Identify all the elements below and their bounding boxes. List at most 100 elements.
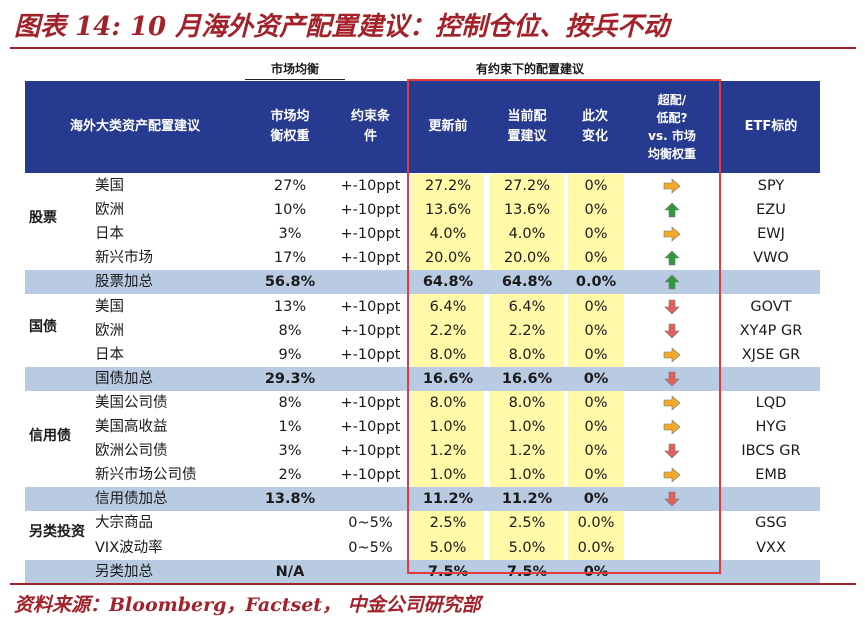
row-asset-name: 欧洲 bbox=[95, 322, 124, 339]
subtotal-row: 股票加总 56.8% 64.8% 64.8% 0.0% bbox=[25, 270, 820, 295]
row-weight: 8% bbox=[278, 394, 302, 411]
row-etf bbox=[722, 367, 820, 391]
row-asset-name: 美国 bbox=[95, 298, 124, 315]
row-current: 2.5% bbox=[508, 515, 546, 532]
header-constraint: 约束条 件 bbox=[350, 109, 390, 144]
arrow-right-icon bbox=[663, 395, 681, 411]
row-asset-name: 股票加总 bbox=[95, 274, 153, 291]
subtotal-row: 国债加总 29.3% 16.6% 16.6% 0% bbox=[25, 366, 820, 391]
row-weight bbox=[250, 536, 330, 560]
table-row: 大宗商品 0~5% 2.5% 2.5% 0.0% GSG bbox=[25, 511, 820, 535]
row-before: 1.2% bbox=[429, 443, 467, 460]
row-before: 1.0% bbox=[429, 419, 467, 435]
row-constraint: +-10ppt bbox=[340, 394, 401, 411]
row-change: 0% bbox=[584, 394, 608, 411]
row-etf: VXX bbox=[756, 539, 786, 556]
row-change: 0% bbox=[583, 491, 609, 508]
row-constraint: +-10ppt bbox=[340, 467, 401, 484]
row-asset-name: 美国高收益 bbox=[95, 419, 168, 435]
row-constraint: +-10ppt bbox=[340, 250, 401, 267]
row-change: 0% bbox=[583, 563, 609, 580]
row-etf: VWO bbox=[753, 250, 789, 267]
table-row: 日本 9% +-10ppt 8.0% 8.0% 0% XJSE GR bbox=[25, 343, 820, 367]
row-asset-name: 日本 bbox=[95, 346, 124, 363]
header-signal: 超配/ 低配? vs. 市场 均衡权重 bbox=[647, 93, 696, 161]
row-change: 0% bbox=[583, 370, 609, 387]
row-weight bbox=[250, 511, 330, 535]
arrow-right-icon bbox=[663, 178, 681, 194]
row-before: 7.5% bbox=[427, 563, 469, 580]
figure-title: 图表 14: 10 月海外资产配置建议：控制仓位、按兵不动 bbox=[14, 12, 670, 42]
row-weight: 56.8% bbox=[264, 274, 316, 291]
row-constraint: +-10ppt bbox=[340, 202, 401, 219]
row-change: 0% bbox=[584, 346, 608, 363]
category-govt: 国债 bbox=[29, 319, 57, 335]
table-row: 欧洲 10% +-10ppt 13.6% 13.6% 0% EZU bbox=[25, 198, 820, 222]
table-row: 日本 3% +-10ppt 4.0% 4.0% 0% EWJ bbox=[25, 222, 820, 246]
row-weight: 29.3% bbox=[264, 370, 316, 387]
row-change: 0% bbox=[584, 202, 608, 219]
row-etf: XJSE GR bbox=[741, 346, 801, 363]
row-weight: 13.8% bbox=[264, 491, 316, 508]
row-current: 1.2% bbox=[508, 443, 546, 460]
row-constraint: +-10ppt bbox=[340, 178, 401, 194]
row-current: 8.0% bbox=[508, 394, 546, 411]
category-alt: 另类投资 bbox=[29, 524, 85, 540]
row-before: 4.0% bbox=[429, 226, 467, 243]
arrow-down-icon bbox=[664, 323, 680, 339]
row-etf: SPY bbox=[757, 178, 785, 194]
row-weight: 3% bbox=[278, 443, 302, 460]
header-before: 更新前 bbox=[428, 119, 468, 134]
row-asset-name: 欧洲公司债 bbox=[95, 443, 168, 460]
row-etf bbox=[722, 487, 820, 511]
row-constraint: 0~5% bbox=[348, 515, 393, 532]
row-current: 7.5% bbox=[506, 563, 548, 580]
row-before: 2.5% bbox=[429, 515, 467, 532]
row-etf: LQD bbox=[755, 394, 787, 411]
table-row: VIX波动率 0~5% 5.0% 5.0% 0.0% VXX bbox=[25, 536, 820, 560]
row-before: 8.0% bbox=[429, 394, 467, 411]
row-current: 11.2% bbox=[501, 491, 553, 508]
row-constraint bbox=[333, 487, 408, 511]
row-weight: 9% bbox=[278, 346, 302, 363]
row-asset-name: VIX波动率 bbox=[95, 539, 163, 556]
row-current: 64.8% bbox=[501, 274, 553, 291]
row-asset-name: 日本 bbox=[95, 226, 124, 243]
arrow-right-icon bbox=[663, 467, 681, 483]
row-change: 0% bbox=[584, 226, 608, 243]
table-row: 欧洲 8% +-10ppt 2.2% 2.2% 0% XY4P GR bbox=[25, 319, 820, 343]
row-before: 8.0% bbox=[429, 346, 467, 363]
category-credit: 信用债 bbox=[29, 428, 71, 444]
subtotal-row: 另类加总 N/A 7.5% 7.5% 0% bbox=[25, 559, 820, 584]
row-etf: HYG bbox=[755, 419, 787, 435]
header-change: 此次 变化 bbox=[581, 109, 608, 144]
arrow-right-icon bbox=[663, 226, 681, 242]
table-row: 欧洲公司债 3% +-10ppt 1.2% 1.2% 0% IBCS GR bbox=[25, 439, 820, 463]
row-constraint: +-10ppt bbox=[340, 346, 401, 363]
row-constraint: +-10ppt bbox=[340, 226, 401, 243]
row-current: 1.0% bbox=[508, 419, 546, 435]
table-row: 美国 13% +-10ppt 6.4% 6.4% 0% GOVT bbox=[25, 295, 820, 319]
row-before: 13.6% bbox=[424, 202, 472, 219]
row-etf: GOVT bbox=[750, 298, 792, 315]
row-etf: EMB bbox=[755, 467, 787, 484]
highlight-box bbox=[407, 79, 721, 574]
row-current: 8.0% bbox=[508, 346, 546, 363]
row-asset-name: 国债加总 bbox=[95, 370, 153, 387]
table-row: 美国 27% +-10ppt 27.2% 27.2% 0% SPY bbox=[25, 174, 820, 198]
row-current: 2.2% bbox=[508, 322, 546, 339]
group-label-constrained: 有约束下的配置建议 bbox=[475, 62, 584, 76]
arrow-down-icon bbox=[664, 491, 680, 507]
category-equity: 股票 bbox=[29, 210, 57, 226]
row-weight: 8% bbox=[278, 322, 302, 339]
row-constraint: +-10ppt bbox=[340, 443, 401, 460]
row-asset-name: 美国 bbox=[95, 178, 124, 194]
row-change: 0% bbox=[584, 419, 608, 435]
source-note: 资料来源：Bloomberg，Factset， 中金公司研究部 bbox=[14, 594, 481, 616]
row-asset-name: 新兴市场 bbox=[95, 250, 153, 267]
table-row: 美国高收益 1% +-10ppt 1.0% 1.0% 0% HYG bbox=[25, 415, 820, 439]
row-change: 0.0% bbox=[577, 539, 615, 556]
arrow-right-icon bbox=[663, 347, 681, 363]
row-change: 0% bbox=[584, 467, 608, 484]
row-weight: 17% bbox=[273, 250, 307, 267]
